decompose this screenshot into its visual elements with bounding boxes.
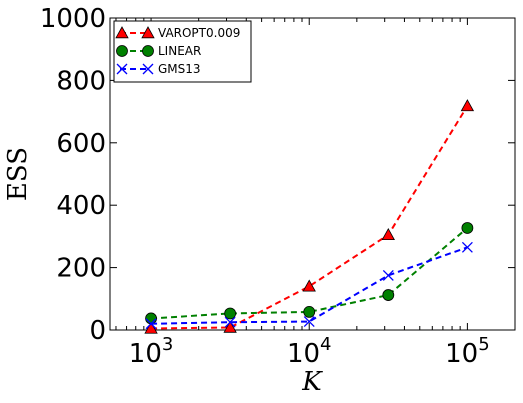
marker-stroke	[461, 241, 473, 253]
y-tick-label: 400	[56, 191, 106, 221]
data-point-linear	[224, 307, 237, 320]
x-tick-label-base: 10	[287, 339, 320, 369]
data-point-varopt0-009	[381, 228, 395, 241]
legend-marker-gms13	[142, 63, 154, 75]
x-tick-label-exponent: 4	[320, 334, 331, 355]
data-point-linear	[382, 289, 395, 301]
x-tick-label: 103	[129, 334, 174, 369]
data-point-varopt0-009	[144, 321, 158, 334]
series-line-gms13	[151, 246, 468, 325]
y-tick-label: 200	[56, 254, 106, 284]
data-point-varopt0-009	[302, 279, 316, 292]
series-line-linear	[151, 227, 469, 320]
marker-stroke	[382, 269, 394, 281]
series-line-varopt0-009	[151, 105, 469, 330]
y-axis-title: ESS	[3, 147, 33, 201]
data-point-linear	[145, 312, 157, 325]
marker-stroke	[303, 316, 315, 328]
marker-stroke	[116, 63, 128, 75]
x-tick-label: 104	[287, 334, 332, 369]
x-tick-label-base: 10	[129, 339, 162, 369]
x-tick-label-exponent: 5	[478, 334, 489, 355]
data-point-gms13	[224, 316, 236, 328]
x-tick-label: 105	[445, 334, 490, 369]
x-tick-label-base: 10	[445, 339, 478, 369]
marker-stroke	[224, 316, 236, 328]
x-axis-title: K	[301, 367, 323, 397]
series-layer	[144, 99, 475, 334]
y-tick-label: 0	[89, 316, 106, 346]
y-tick-label: 600	[56, 129, 106, 159]
legend-marker-linear	[142, 45, 154, 57]
data-point-linear	[461, 222, 474, 234]
data-point-gms13	[382, 269, 394, 281]
data-point-varopt0-009	[460, 99, 475, 112]
data-point-gms13	[461, 241, 473, 253]
data-point-varopt0-009	[223, 320, 237, 333]
legend-marker-varopt0-009	[141, 26, 155, 39]
x-tick-label-exponent: 3	[162, 334, 173, 355]
legend: VAROPT0.009 LINEAR GMS13	[113, 20, 252, 83]
y-tick-label: 1000	[40, 4, 106, 34]
legend-label-varopt0-009: VAROPT0.009	[158, 26, 240, 40]
legend-marker-gms13	[116, 63, 128, 75]
legend-box	[113, 20, 252, 83]
marker-stroke	[142, 63, 154, 75]
legend-label-gms13: GMS13	[158, 62, 201, 76]
legend-label-linear: LINEAR	[158, 44, 201, 58]
marker-stroke	[145, 318, 157, 330]
y-tick-label: 800	[56, 66, 106, 96]
legend-marker-linear	[116, 45, 128, 57]
axis-ticks	[110, 17, 516, 331]
data-point-linear	[303, 306, 316, 318]
legend-marker-varopt0-009	[115, 26, 129, 39]
data-point-gms13	[303, 316, 315, 328]
data-point-gms13	[145, 318, 157, 330]
